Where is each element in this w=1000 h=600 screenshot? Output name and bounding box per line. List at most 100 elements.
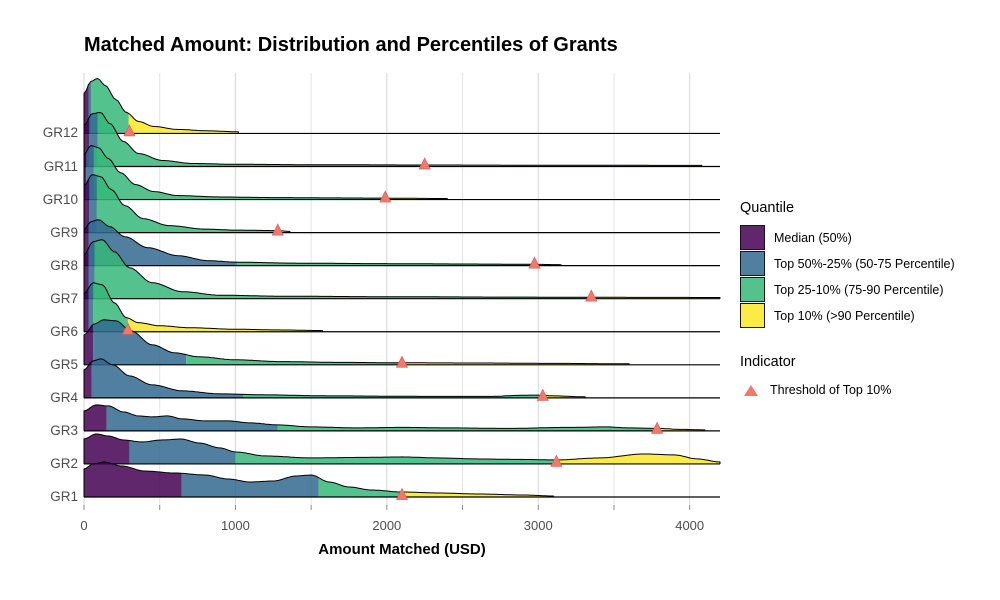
y-axis-label-GR9: GR9 <box>50 224 78 240</box>
quantile-band <box>277 424 658 431</box>
quantile-band <box>89 174 97 233</box>
density-outline <box>83 404 706 431</box>
legend-quantile-items: Median (50%) Top 50%-25% (50-75 Percentil… <box>740 225 995 328</box>
threshold-marker-GR1 <box>395 487 409 500</box>
y-axis-label-GR12: GR12 <box>42 125 78 141</box>
legend-item-label: Top 25-10% (75-90 Percentile) <box>774 282 944 297</box>
threshold-marker-GR6 <box>121 322 134 335</box>
legend-item-label: Top 10% (>90 Percentile) <box>774 308 915 323</box>
y-axis-label-GR1: GR1 <box>50 489 78 504</box>
quantile-band <box>127 318 323 332</box>
x-tick-label: 0 <box>80 518 88 533</box>
threshold-marker-GR3 <box>651 421 664 434</box>
quantile-band <box>94 239 592 299</box>
y-axis-label-GR5: GR5 <box>50 356 78 372</box>
legend-item: Top 10% (>90 Percentile) <box>740 303 995 328</box>
density-outline <box>83 219 562 266</box>
ridge-GR10 <box>83 145 720 201</box>
legend-indicator-title: Indicator <box>740 354 796 370</box>
y-axis-label-GR3: GR3 <box>50 422 78 438</box>
quantile-band <box>88 282 94 332</box>
legend-item-label: Top 50%-25% (50-75 Percentile) <box>774 256 955 271</box>
y-axis-label-GR6: GR6 <box>50 323 78 339</box>
quantile-band <box>84 324 94 365</box>
quantile-band <box>93 319 187 365</box>
threshold-marker-GR4 <box>536 388 549 401</box>
legend: Quantile Median (50%) Top 50%-25% (50-75 … <box>740 200 995 400</box>
density-outline <box>83 433 721 464</box>
ridge-GR2 <box>83 433 721 465</box>
ridge-GR7 <box>83 239 721 300</box>
quantile-band <box>84 404 107 431</box>
quantile-band <box>84 434 130 464</box>
density-outline <box>83 282 323 332</box>
quantile-band <box>106 405 278 431</box>
quantile-band <box>186 354 402 365</box>
legend-swatch-icon <box>740 277 765 302</box>
quantile-band <box>318 477 402 497</box>
legend-item: Top 25-10% (75-90 Percentile) <box>740 277 995 302</box>
ridge-GR11 <box>83 112 720 168</box>
y-axis-label-GR4: GR4 <box>50 389 78 405</box>
ridge-GR12 <box>83 78 720 135</box>
threshold-marker-GR11 <box>418 157 431 170</box>
y-axis-label-GR10: GR10 <box>42 191 78 207</box>
quantile-band <box>97 112 425 167</box>
ridge-GR9 <box>83 174 720 234</box>
threshold-marker-GR7 <box>585 289 598 302</box>
threshold-triangle-icon <box>744 384 758 396</box>
legend-swatch-icon <box>740 225 765 250</box>
density-outline <box>83 112 703 167</box>
legend-swatch-icon <box>740 251 765 276</box>
x-axis-title: Amount Matched (USD) <box>318 541 486 558</box>
quantile-band <box>84 462 182 497</box>
quantile-band <box>84 361 92 398</box>
quantile-band <box>128 113 239 134</box>
quantile-band <box>243 394 543 398</box>
quantile-band <box>93 146 386 200</box>
x-tick-label: 3000 <box>523 518 553 533</box>
density-outline <box>83 174 291 233</box>
threshold-marker-GR10 <box>379 190 392 203</box>
legend-item: Median (50%) <box>740 225 995 250</box>
threshold-marker-GR8 <box>528 256 541 269</box>
legend-swatch-icon <box>740 303 765 328</box>
x-tick-label: 2000 <box>372 518 402 533</box>
threshold-marker-GR2 <box>550 454 563 467</box>
legend-indicator-item: Threshold of Top 10% <box>740 380 995 400</box>
ridge-GR3 <box>83 404 720 432</box>
quantile-band <box>235 451 557 464</box>
quantile-band <box>93 282 128 332</box>
quantile-band <box>181 473 319 497</box>
x-tick-label: 4000 <box>675 518 705 533</box>
threshold-marker-GR5 <box>395 355 409 368</box>
y-axis-label-GR8: GR8 <box>50 257 78 273</box>
legend-quantile-title: Quantile <box>740 200 795 216</box>
ridge-GR4 <box>83 358 720 399</box>
x-tick-label: 1000 <box>220 518 250 533</box>
legend-item: Top 50%-25% (50-75 Percentile) <box>740 251 995 276</box>
legend-item-label: Median (50%) <box>774 230 852 245</box>
y-axis-label-GR11: GR11 <box>43 158 78 174</box>
quantile-band <box>91 358 243 398</box>
density-outline <box>83 319 630 365</box>
ridge-GR6 <box>83 282 720 333</box>
quantile-band <box>84 288 89 332</box>
density-outline <box>83 461 554 497</box>
y-axis-label-GR2: GR2 <box>50 455 78 471</box>
quantile-band <box>96 175 278 233</box>
chart-title: Matched Amount: Distribution and Percent… <box>84 34 618 56</box>
quantile-band <box>129 439 236 464</box>
quantile-band <box>88 219 237 266</box>
quantile-band <box>84 248 89 299</box>
density-outline <box>83 239 721 299</box>
quantile-band <box>556 454 720 464</box>
legend-indicator-label: Threshold of Top 10% <box>770 383 892 397</box>
ridge-GR1 <box>83 461 720 498</box>
threshold-marker-GR12 <box>123 124 136 137</box>
density-outline <box>83 358 586 398</box>
y-axis-label-GR7: GR7 <box>50 290 78 306</box>
density-outline <box>83 78 239 134</box>
